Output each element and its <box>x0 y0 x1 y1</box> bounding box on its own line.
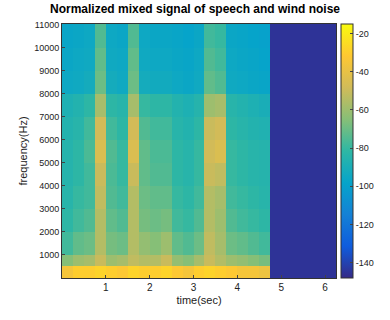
svg-text:11000: 11000 <box>35 20 59 30</box>
svg-text:-40: -40 <box>356 67 369 77</box>
svg-text:-120: -120 <box>356 220 374 230</box>
svg-text:-140: -140 <box>356 258 374 268</box>
svg-text:9000: 9000 <box>39 66 59 76</box>
svg-text:3: 3 <box>191 282 197 293</box>
svg-text:4000: 4000 <box>39 181 59 191</box>
svg-text:8000: 8000 <box>39 89 59 99</box>
svg-text:frequency(Hz): frequency(Hz) <box>17 116 29 185</box>
svg-text:3000: 3000 <box>39 204 59 214</box>
svg-text:-60: -60 <box>356 105 369 115</box>
svg-text:1: 1 <box>103 282 109 293</box>
svg-text:-80: -80 <box>356 143 369 153</box>
svg-text:-100: -100 <box>356 181 374 191</box>
svg-text:4: 4 <box>235 282 241 293</box>
svg-text:2: 2 <box>147 282 153 293</box>
svg-text:Normalized mixed signal of spe: Normalized mixed signal of speech and wi… <box>50 2 340 16</box>
svg-text:-20: -20 <box>356 29 369 39</box>
svg-text:5: 5 <box>278 282 284 293</box>
svg-text:2000: 2000 <box>39 227 59 237</box>
svg-text:time(sec): time(sec) <box>176 294 221 306</box>
svg-text:5000: 5000 <box>39 158 59 168</box>
svg-text:6: 6 <box>322 282 328 293</box>
svg-text:6000: 6000 <box>39 135 59 145</box>
svg-text:7000: 7000 <box>39 112 59 122</box>
svg-text:10000: 10000 <box>34 43 59 53</box>
svg-text:1000: 1000 <box>39 250 59 260</box>
